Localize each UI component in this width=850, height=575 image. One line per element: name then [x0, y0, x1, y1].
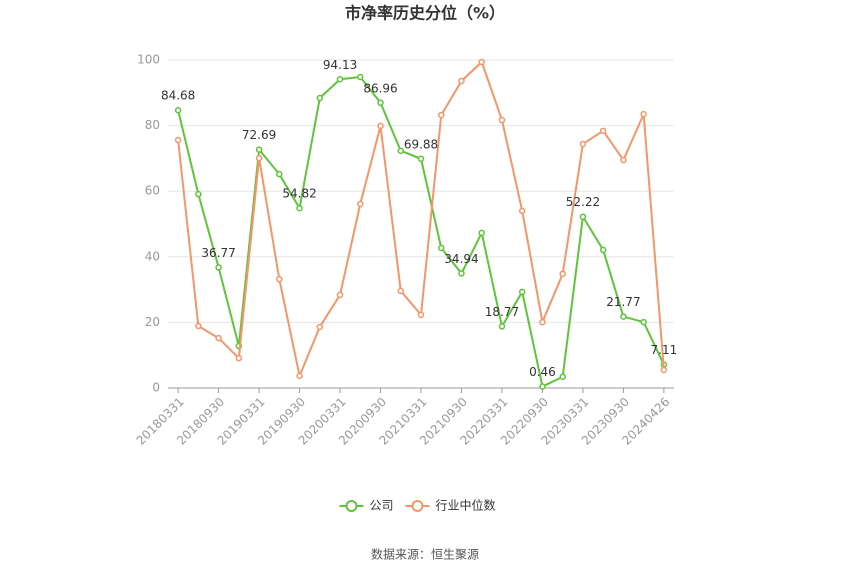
- point: [296, 372, 303, 380]
- legend-swatch: [345, 500, 358, 512]
- y-tick-label: 40: [145, 249, 160, 263]
- point: [296, 204, 303, 212]
- source-note: 数据来源：恒生聚源: [371, 547, 479, 562]
- point: [276, 275, 283, 283]
- point: [458, 77, 465, 85]
- point: [559, 373, 566, 381]
- legend-label[interactable]: 公司: [370, 499, 394, 513]
- point: [417, 155, 425, 163]
- point: [195, 190, 202, 198]
- point: [357, 200, 364, 208]
- point: [478, 229, 485, 237]
- point: [235, 354, 243, 362]
- point: [174, 136, 182, 144]
- point: [539, 383, 546, 390]
- point: [498, 116, 506, 124]
- point: [397, 287, 405, 295]
- point: [336, 291, 344, 299]
- y-tick-label: 80: [145, 118, 160, 132]
- data-label: 52.22: [566, 195, 600, 209]
- legend-label[interactable]: 行业中位数: [436, 498, 496, 513]
- point: [498, 323, 506, 330]
- data-label: 84.68: [161, 89, 195, 103]
- point: [640, 318, 647, 326]
- point: [620, 313, 627, 320]
- point: [437, 111, 445, 119]
- point: [377, 99, 384, 107]
- y-tick-label: 100: [137, 53, 160, 67]
- chart-title: 市净率历史分位（%）: [345, 4, 505, 23]
- point: [357, 73, 364, 81]
- point: [316, 323, 324, 331]
- point: [215, 264, 222, 271]
- point: [397, 147, 405, 155]
- data-label: 86.96: [363, 81, 397, 95]
- data-label: 0.46: [529, 365, 556, 379]
- point: [255, 154, 263, 162]
- data-label: 54.82: [282, 187, 316, 201]
- point: [660, 366, 668, 374]
- point: [417, 311, 425, 319]
- point: [255, 146, 263, 153]
- data-label: 34.94: [444, 252, 478, 266]
- point: [195, 322, 202, 330]
- data-label: 21.77: [606, 295, 640, 309]
- point: [174, 106, 182, 114]
- point: [579, 140, 587, 148]
- y-tick-label: 0: [152, 381, 160, 395]
- point: [377, 122, 384, 130]
- point: [478, 58, 485, 66]
- point: [518, 288, 526, 296]
- point: [336, 76, 344, 83]
- point: [458, 270, 465, 277]
- data-label: 69.88: [404, 137, 438, 151]
- point: [437, 244, 445, 252]
- data-label: 72.69: [242, 128, 276, 142]
- point: [539, 318, 546, 326]
- point: [620, 156, 627, 164]
- data-label: 7.11: [651, 343, 678, 357]
- data-label: 94.13: [323, 58, 357, 72]
- point: [518, 207, 526, 215]
- y-tick-label: 60: [145, 184, 160, 198]
- point: [599, 127, 607, 135]
- point: [559, 270, 566, 278]
- point: [599, 246, 607, 254]
- data-label: 36.77: [201, 246, 235, 260]
- point: [276, 170, 283, 178]
- legend-swatch: [411, 500, 424, 512]
- point: [579, 213, 587, 220]
- point: [316, 94, 324, 102]
- data-label: 18.77: [485, 305, 519, 319]
- point: [215, 334, 222, 342]
- point: [640, 110, 647, 118]
- y-tick-label: 20: [145, 315, 160, 329]
